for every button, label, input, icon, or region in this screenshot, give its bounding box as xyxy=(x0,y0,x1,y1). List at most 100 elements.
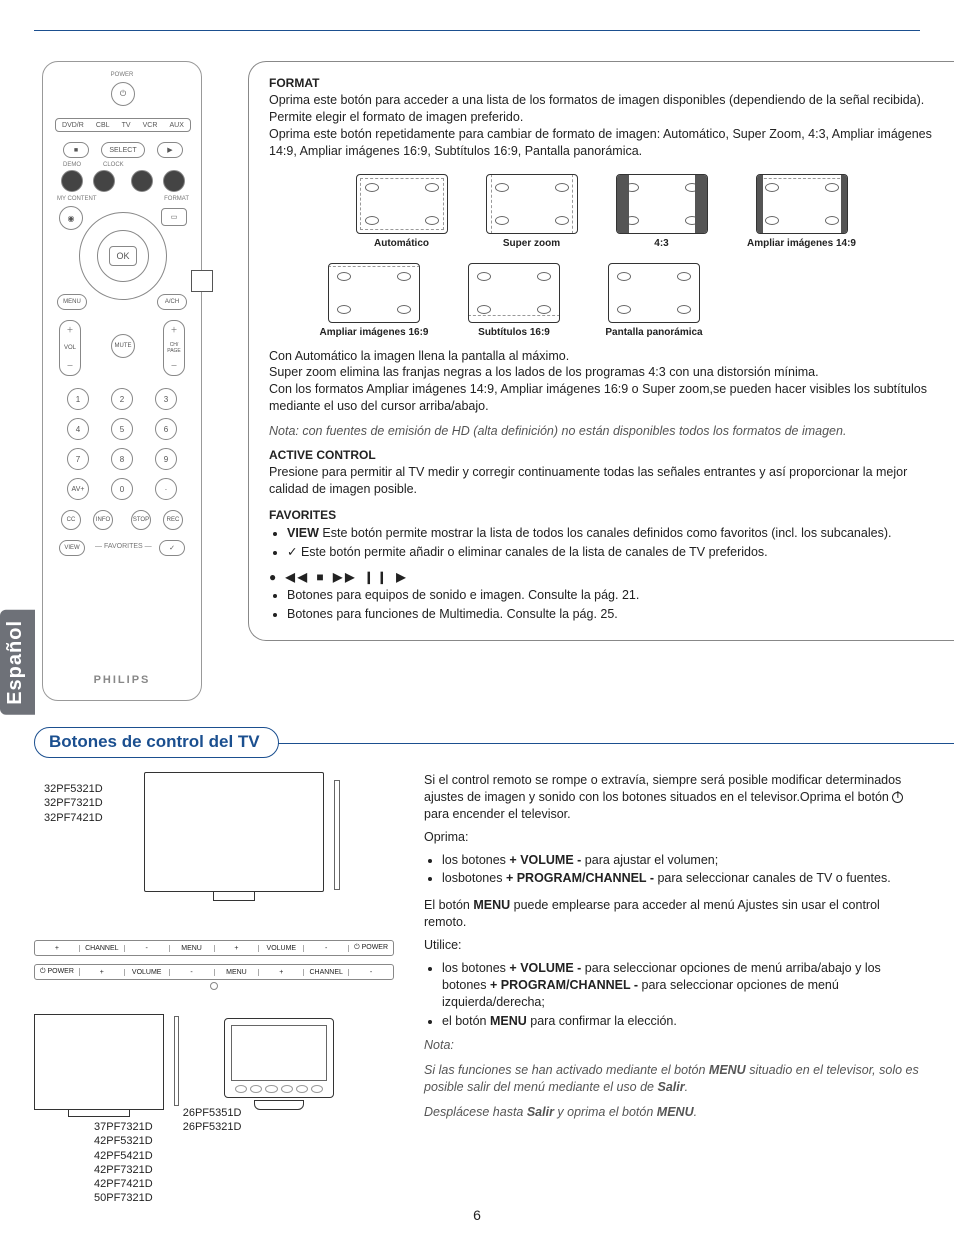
clock-btn xyxy=(93,170,115,192)
fmt-sub169: Subtítulos 16:9 xyxy=(459,263,569,338)
active-text: Presione para permitir al TV medir y cor… xyxy=(269,464,944,498)
num-dash: · xyxy=(155,478,177,500)
select-btn: SELECT xyxy=(101,142,145,158)
transport-icons: ● ◀◀ ■ ▶▶ ❙❙ ▶ xyxy=(269,570,944,584)
num-4: 4 xyxy=(67,418,89,440)
src-vcr: VCR xyxy=(143,122,158,129)
fav-list: VIEW Este botón permite mostrar la lista… xyxy=(269,525,944,561)
power-label: POWER xyxy=(43,72,201,78)
page-number: 6 xyxy=(0,1207,954,1223)
num-8: 8 xyxy=(111,448,133,470)
lr-u2: el botón MENU para confirmar la elección… xyxy=(442,1013,920,1030)
tv-diagrams: 32PF5321D32PF7321D32PF7421D +CHANNEL-MEN… xyxy=(34,772,394,1206)
surf-lbl: MY CONTENT xyxy=(57,196,97,202)
sleep-btn: STOP xyxy=(131,510,151,530)
tv-42-wrap xyxy=(34,1014,164,1110)
top-rule xyxy=(34,30,920,31)
view-btn: VIEW xyxy=(59,540,85,556)
fmt-superzoom: Super zoom xyxy=(477,174,587,249)
section-heading-wrap: Botones de control del TV xyxy=(34,727,920,758)
info-btn: INFO xyxy=(93,510,113,530)
fmt-auto: Automático xyxy=(347,174,457,249)
lr-oprima: Oprima: xyxy=(424,829,920,846)
num-9: 9 xyxy=(155,448,177,470)
lr-utilice: Utilice: xyxy=(424,937,920,954)
num-3: 3 xyxy=(155,388,177,410)
demo-lbl: DEMO xyxy=(63,162,81,168)
surf-btn: ◉ xyxy=(59,206,83,230)
format-heading: FORMAT xyxy=(269,76,944,90)
lr-list1: los botones + VOLUME - para ajustar el v… xyxy=(424,852,920,888)
lr-note-h: Nota: xyxy=(424,1037,920,1054)
transport-list: Botones para equipos de sonido e imagen.… xyxy=(269,587,944,623)
remote-column: POWER ⏻ DVD/R CBL TV VCR AUX ■ SELECT ▶ … xyxy=(34,61,224,701)
fmt-149: Ampliar imágenes 14:9 xyxy=(737,174,867,249)
fmt-169: Ampliar imágenes 16:9 xyxy=(309,263,439,338)
rec-btn: REC xyxy=(163,510,183,530)
lr-u1: los botones + VOLUME - para seleccionar … xyxy=(442,960,920,1011)
play-icon: ▶ xyxy=(157,142,183,158)
clock-lbl: CLOCK xyxy=(103,162,124,168)
lr-b2: losbotones + PROGRAM/CHANNEL - para sele… xyxy=(442,870,920,887)
stand-pole-42 xyxy=(174,1016,179,1106)
num-0: 0 xyxy=(111,478,133,500)
power-icon xyxy=(892,792,903,803)
transport-l1: Botones para equipos de sonido e imagen.… xyxy=(287,587,944,604)
format-pointer-box xyxy=(191,270,213,292)
stand-pole-32 xyxy=(334,780,340,890)
language-tab: Español xyxy=(0,610,35,715)
power-button-icon: ⏻ xyxy=(111,82,135,106)
lower-right-text: Si el control remoto se rompe o extravía… xyxy=(424,772,920,1206)
fav-view-item: VIEW Este botón permite mostrar la lista… xyxy=(287,525,944,542)
lr-note1: Si las funciones se han activado mediant… xyxy=(424,1062,920,1096)
avch-btn: A/CH xyxy=(157,294,187,310)
models-42: 37PF7321D42PF5321D42PF5421D 42PF7321D42P… xyxy=(94,1120,153,1206)
favorites-lbl: — FAVORITES — xyxy=(95,543,152,550)
num-7: 7 xyxy=(67,448,89,470)
fav-check-item: ✓ Este botón permite añadir o eliminar c… xyxy=(287,544,944,561)
models-32: 32PF5321D32PF7321D32PF7421D xyxy=(44,782,103,825)
format-btn: ▭ xyxy=(161,208,187,226)
transport-l2: Botones para funciones de Multimedia. Co… xyxy=(287,606,944,623)
brand-label: PHILIPS xyxy=(43,674,201,686)
mute-btn: MUTE xyxy=(111,334,135,358)
section-heading: Botones de control del TV xyxy=(34,727,279,758)
tv-26-diagram xyxy=(224,1018,334,1098)
vol-pill: ＋VOL－ xyxy=(59,320,81,376)
content-bubble: FORMAT Oprima este botón para acceder a … xyxy=(248,61,954,641)
fmt-pano: Pantalla panorámica xyxy=(589,263,719,338)
format-p4: Super zoom elimina las franjas negras a … xyxy=(269,364,944,381)
rew-btn xyxy=(131,170,153,192)
num-5: 5 xyxy=(111,418,133,440)
format-row-1: Automático Super zoom 4:3 xyxy=(269,174,944,249)
format-p2: Oprima este botón repetidamente para cam… xyxy=(269,126,944,160)
demo-btn xyxy=(61,170,83,192)
tv-42-diagram xyxy=(34,1014,164,1110)
tv-26-wrap xyxy=(224,1018,334,1110)
fmt-43: 4:3 xyxy=(607,174,717,249)
fav-heading: FAVORITES xyxy=(269,508,944,522)
button-bar-2: ⏻ POWER+VOLUME-MENU+CHANNEL- xyxy=(34,964,394,980)
num-2: 2 xyxy=(111,388,133,410)
src-aux: AUX xyxy=(169,122,183,129)
active-heading: ACTIVE CONTROL xyxy=(269,448,944,462)
lr-list2: los botones + VOLUME - para seleccionar … xyxy=(424,960,920,1030)
format-p1: Oprima este botón para acceder a una lis… xyxy=(269,92,944,126)
tv-32-diagram xyxy=(144,772,324,892)
format-p5: Con los formatos Ampliar imágenes 14:9, … xyxy=(269,381,944,415)
src-dvdr: DVD/R xyxy=(62,122,84,129)
check-btn: ✓ xyxy=(159,540,185,556)
format-lbl: FORMAT xyxy=(164,196,189,202)
lr-p2: El botón MENU puede emplearse para acced… xyxy=(424,897,920,931)
lr-b1: los botones + VOLUME - para ajustar el v… xyxy=(442,852,920,869)
lr-p1: Si el control remoto se rompe o extravía… xyxy=(424,772,920,823)
remote-diagram: POWER ⏻ DVD/R CBL TV VCR AUX ■ SELECT ▶ … xyxy=(42,61,202,701)
stop-icon: ■ xyxy=(63,142,89,158)
models-26: 26PF5351D26PF5321D xyxy=(183,1106,242,1206)
num-av: AV+ xyxy=(67,478,89,500)
format-note: Nota: con fuentes de emisión de HD (alta… xyxy=(269,423,944,440)
format-row-2: Ampliar imágenes 16:9 Subtítulos 16:9 Pa… xyxy=(269,263,944,338)
lr-note2: Desplácese hasta Salir y oprima el botón… xyxy=(424,1104,920,1121)
src-cbl: CBL xyxy=(96,122,110,129)
format-p3: Con Automático la imagen llena la pantal… xyxy=(269,348,944,365)
